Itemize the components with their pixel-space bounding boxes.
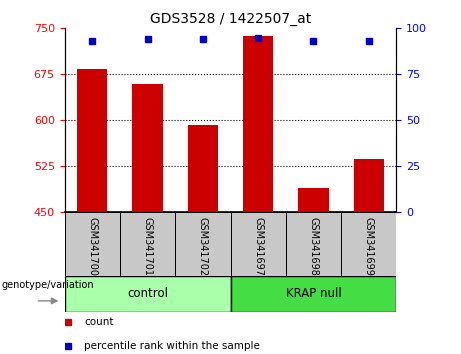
Bar <box>286 212 341 276</box>
Bar <box>230 212 286 276</box>
Bar <box>230 276 396 312</box>
Text: control: control <box>127 287 168 300</box>
Text: genotype/variation: genotype/variation <box>1 280 94 290</box>
Text: percentile rank within the sample: percentile rank within the sample <box>84 341 260 350</box>
Bar <box>175 212 230 276</box>
Bar <box>132 84 163 212</box>
Text: GSM341702: GSM341702 <box>198 217 208 276</box>
Text: GSM341701: GSM341701 <box>142 217 153 276</box>
Bar <box>65 276 230 312</box>
Bar <box>243 36 273 212</box>
Bar <box>188 125 218 212</box>
Bar <box>65 212 120 276</box>
Text: GSM341698: GSM341698 <box>308 217 319 276</box>
Text: KRAP null: KRAP null <box>286 287 341 300</box>
Text: GSM341697: GSM341697 <box>253 217 263 276</box>
Bar <box>341 212 396 276</box>
Bar <box>298 188 329 212</box>
Text: GSM341700: GSM341700 <box>87 217 97 276</box>
Bar <box>120 212 175 276</box>
Bar <box>354 159 384 212</box>
Text: GSM341699: GSM341699 <box>364 217 374 276</box>
Text: count: count <box>84 317 114 327</box>
Title: GDS3528 / 1422507_at: GDS3528 / 1422507_at <box>150 12 311 26</box>
Bar <box>77 69 107 212</box>
